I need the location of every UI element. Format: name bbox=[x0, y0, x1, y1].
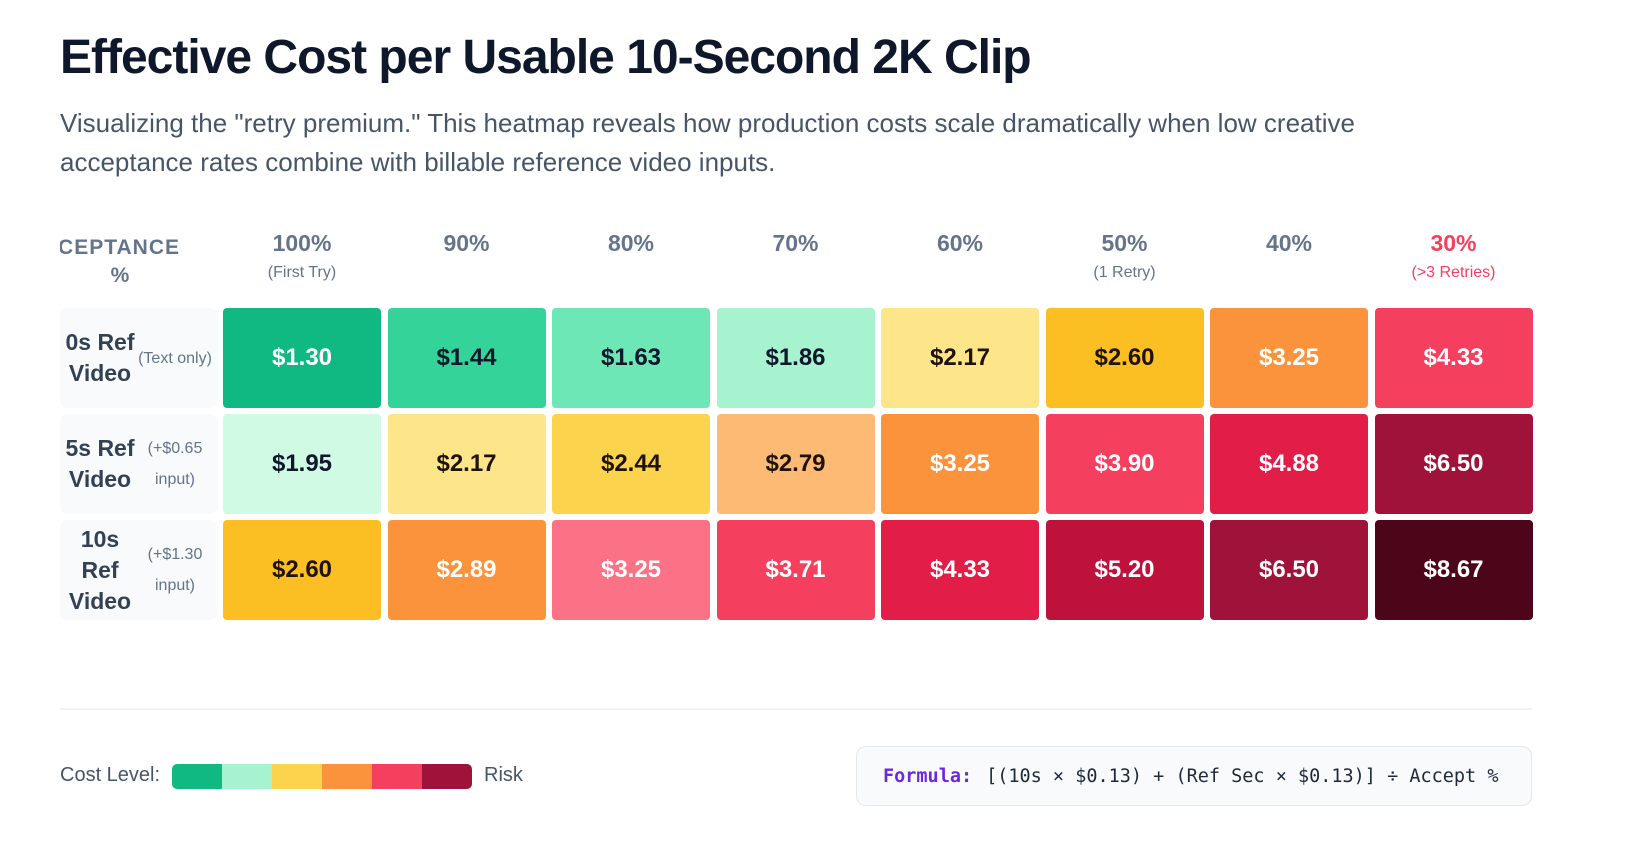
row-label-note: (+$1.30 input) bbox=[147, 546, 203, 594]
legend-swatch bbox=[172, 764, 222, 789]
heatmap-cell: $2.89 bbox=[387, 520, 546, 620]
legend-end-label: Risk bbox=[484, 764, 523, 786]
column-header: 60% bbox=[880, 228, 1040, 264]
corner-label: ACCEPTANCE % bbox=[60, 236, 180, 296]
heatmap-cell: $6.50 bbox=[1210, 520, 1368, 620]
divider bbox=[60, 708, 1532, 710]
row-label: 10s Ref Video (+$1.30 input) bbox=[60, 520, 218, 620]
column-header: 100% (First Try) bbox=[222, 228, 382, 282]
page-subtitle: Visualizing the "retry premium." This he… bbox=[60, 108, 1355, 177]
legend-swatch bbox=[422, 764, 472, 789]
heatmap-cell: $3.90 bbox=[1045, 414, 1204, 514]
heatmap-cell: $2.60 bbox=[1045, 308, 1204, 408]
row-label-main: 0s Ref Video bbox=[65, 329, 135, 386]
heatmap-cell: $2.79 bbox=[716, 414, 875, 514]
column-header-label: 60% bbox=[936, 230, 984, 256]
heatmap-cell: $8.67 bbox=[1374, 520, 1533, 620]
row-label-main: 10s Ref Video bbox=[68, 525, 132, 614]
corner-label-line1: ACCEPTANCE bbox=[60, 236, 180, 259]
column-header-label: 50% bbox=[1101, 230, 1148, 256]
legend-swatch bbox=[272, 764, 322, 789]
column-header: 80% bbox=[551, 228, 711, 264]
heatmap-cell: $4.33 bbox=[1374, 308, 1533, 408]
heatmap-cell: $3.71 bbox=[716, 520, 875, 620]
corner-label-line2: % bbox=[110, 264, 130, 287]
heatmap-cell: $2.17 bbox=[387, 414, 546, 514]
heatmap-cell: $3.25 bbox=[881, 414, 1039, 514]
heatmap-cell: $3.25 bbox=[552, 520, 710, 620]
column-header-label: 100% bbox=[272, 230, 332, 256]
column-header: 70% bbox=[716, 228, 876, 264]
heatmap-cell: $1.63 bbox=[552, 308, 710, 408]
heatmap-cell: $2.60 bbox=[223, 520, 381, 620]
column-header: 40% bbox=[1209, 228, 1369, 264]
column-header: 30% (>3 Retries) bbox=[1374, 228, 1534, 282]
heatmap-cell: $1.86 bbox=[716, 308, 875, 408]
column-header-note: (1 Retry) bbox=[1093, 264, 1156, 281]
heatmap-cell: $5.20 bbox=[1045, 520, 1204, 620]
heatmap-cell: $3.25 bbox=[1210, 308, 1368, 408]
row-label-note: (Text only) bbox=[138, 349, 212, 367]
column-header-note: (>3 Retries) bbox=[1411, 264, 1496, 281]
legend-label: Cost Level: bbox=[60, 764, 161, 786]
heatmap-cell: $1.95 bbox=[223, 414, 381, 514]
heatmap-cell: $4.33 bbox=[881, 520, 1039, 620]
formula-box: Formula: [(10s × $0.13) + (Ref Sec × $0.… bbox=[856, 746, 1532, 806]
heatmap-cell: $4.88 bbox=[1210, 414, 1368, 514]
formula-label: Formula: bbox=[883, 765, 973, 787]
heatmap-cell: $1.44 bbox=[387, 308, 546, 408]
column-header-note: (First Try) bbox=[267, 264, 337, 281]
legend-swatch bbox=[372, 764, 422, 789]
row-label: 5s Ref Video (+$0.65 input) bbox=[60, 414, 218, 514]
column-header-label: 30% bbox=[1430, 230, 1477, 256]
column-header: 90% bbox=[387, 228, 547, 264]
legend-color-scale bbox=[172, 764, 472, 789]
formula-text: [(10s × $0.13) + (Ref Sec × $0.13)] ÷ Ac… bbox=[986, 765, 1499, 787]
row-label: 0s Ref Video (Text only) bbox=[60, 308, 218, 408]
heatmap-cell: $1.30 bbox=[223, 308, 381, 408]
legend-swatch bbox=[322, 764, 372, 789]
column-header-label: 90% bbox=[443, 230, 490, 256]
column-header: 50% (1 Retry) bbox=[1045, 228, 1205, 282]
row-label-note: (+$0.65 input) bbox=[147, 440, 203, 488]
legend-swatch bbox=[222, 764, 272, 789]
heatmap-cell: $6.50 bbox=[1374, 414, 1533, 514]
column-header-label: 80% bbox=[607, 230, 655, 256]
row-label-main: 5s Ref Video bbox=[65, 435, 135, 492]
page-title: Effective Cost per Usable 10-Second 2K C… bbox=[60, 31, 1032, 84]
heatmap-cell: $2.44 bbox=[552, 414, 710, 514]
column-header-label: 40% bbox=[1265, 230, 1313, 256]
heatmap-cell: $2.17 bbox=[881, 308, 1039, 408]
column-header-label: 70% bbox=[772, 230, 819, 256]
